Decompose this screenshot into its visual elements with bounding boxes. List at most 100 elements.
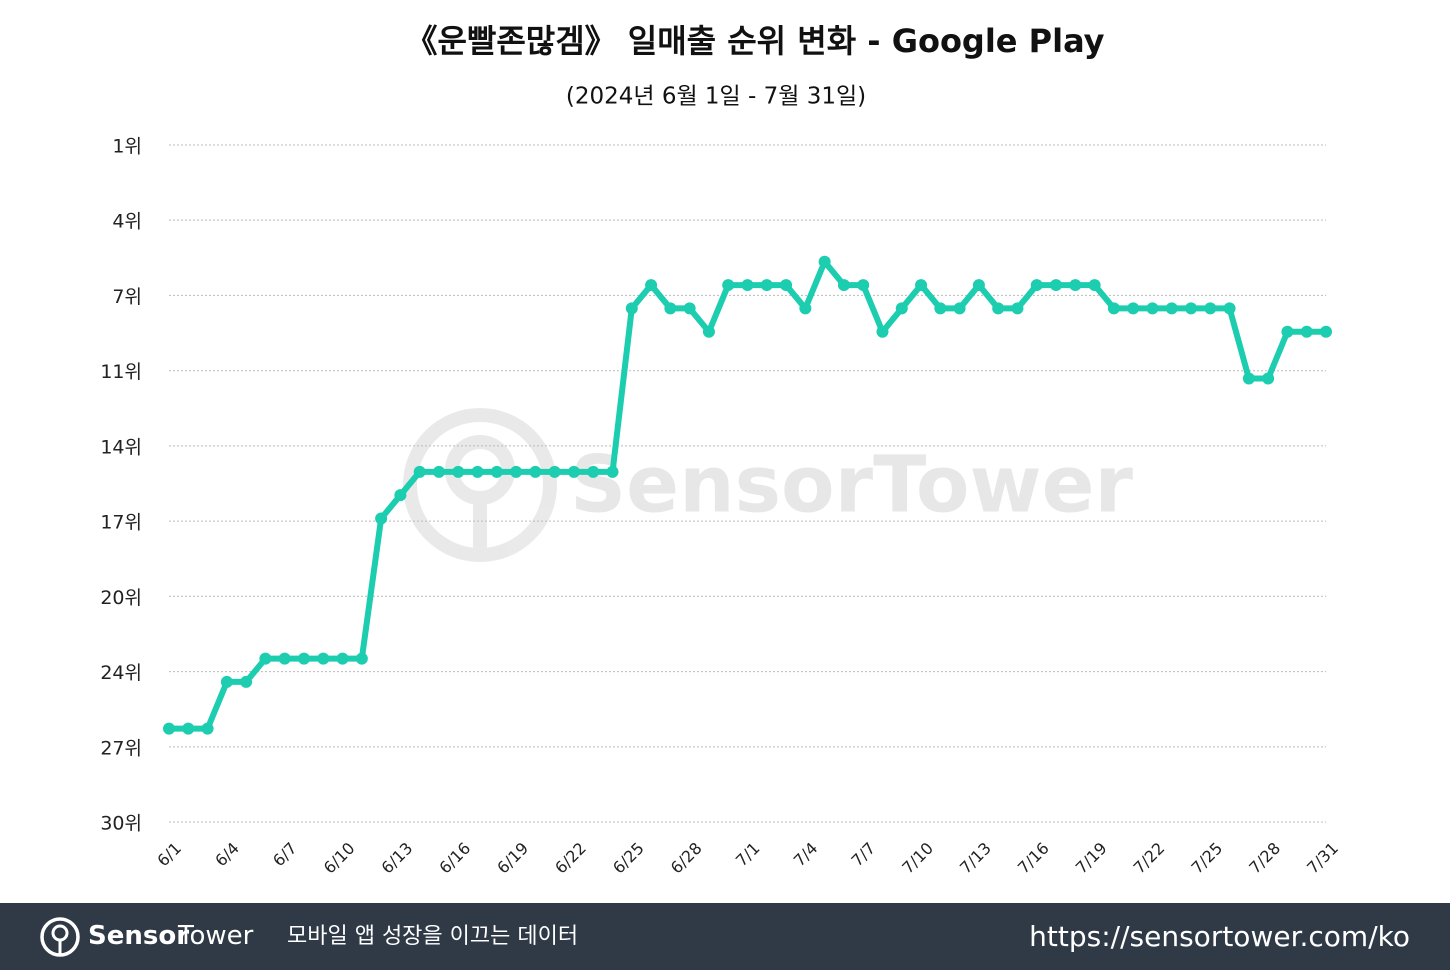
x-tick-label: 7/22 bbox=[1130, 839, 1169, 878]
chart-title: 《운빨존많겜》 일매출 순위 변화 - Google Play bbox=[405, 22, 1104, 60]
data-point bbox=[664, 302, 677, 315]
data-point bbox=[587, 465, 600, 478]
data-point bbox=[934, 302, 947, 315]
data-point bbox=[567, 465, 580, 478]
data-point bbox=[1204, 302, 1217, 315]
data-point bbox=[317, 652, 330, 665]
data-point bbox=[645, 279, 658, 292]
data-point bbox=[548, 465, 561, 478]
data-point bbox=[1262, 372, 1275, 385]
x-tick-label: 6/22 bbox=[551, 839, 590, 878]
y-tick-label: 27위 bbox=[100, 737, 142, 759]
data-point bbox=[432, 465, 445, 478]
data-point bbox=[1242, 372, 1255, 385]
data-point bbox=[1300, 325, 1313, 338]
x-tick-label: 7/1 bbox=[732, 839, 764, 871]
x-tick-label: 7/31 bbox=[1303, 839, 1342, 878]
data-point bbox=[837, 279, 850, 292]
data-point bbox=[972, 279, 985, 292]
footer-logo bbox=[40, 917, 80, 957]
data-point bbox=[375, 512, 388, 525]
data-point bbox=[529, 465, 542, 478]
data-point bbox=[683, 302, 696, 315]
data-point bbox=[1127, 302, 1140, 315]
y-tick-label: 17위 bbox=[100, 512, 142, 534]
footer: Sensor Tower 모바일 앱 성장을 이끄는 데이터 https://s… bbox=[0, 903, 1450, 970]
data-point bbox=[394, 489, 407, 502]
data-point bbox=[1223, 302, 1236, 315]
data-point bbox=[297, 652, 310, 665]
data-point bbox=[818, 255, 831, 268]
x-tick-label: 6/25 bbox=[609, 839, 648, 878]
y-tick-label: 1위 bbox=[112, 136, 142, 158]
footer-url[interactable]: https://sensortower.com/ko bbox=[1029, 920, 1410, 953]
x-tick-label: 7/7 bbox=[848, 839, 880, 871]
data-point bbox=[201, 722, 214, 735]
data-point bbox=[220, 675, 233, 688]
data-point bbox=[1320, 325, 1332, 338]
data-point bbox=[355, 652, 368, 665]
data-point bbox=[760, 279, 773, 292]
x-tick-label: 6/13 bbox=[378, 839, 417, 878]
data-point bbox=[895, 302, 908, 315]
data-point bbox=[336, 652, 349, 665]
data-point bbox=[278, 652, 291, 665]
data-point bbox=[1069, 279, 1082, 292]
data-point bbox=[1050, 279, 1063, 292]
data-point bbox=[490, 465, 503, 478]
x-tick-label: 7/4 bbox=[790, 839, 822, 871]
data-point bbox=[259, 652, 272, 665]
data-point bbox=[1185, 302, 1198, 315]
data-point bbox=[1107, 302, 1120, 315]
data-point bbox=[722, 279, 735, 292]
x-tick-label: 6/28 bbox=[667, 839, 706, 878]
x-tick-label: 7/28 bbox=[1245, 839, 1284, 878]
data-point bbox=[606, 465, 619, 478]
y-tick-label: 4위 bbox=[112, 211, 142, 233]
y-tick-label: 11위 bbox=[100, 361, 142, 383]
y-tick-label: 7위 bbox=[112, 286, 142, 308]
x-tick-label: 7/25 bbox=[1187, 839, 1226, 878]
x-tick-label: 6/16 bbox=[435, 839, 474, 878]
x-tick-label: 6/4 bbox=[211, 839, 243, 871]
x-tick-label: 7/10 bbox=[898, 839, 937, 878]
x-tick-label: 7/16 bbox=[1014, 839, 1053, 878]
chart-subtitle: (2024년 6월 1일 - 7월 31일) bbox=[566, 84, 866, 110]
watermark: SensorTower bbox=[570, 440, 1133, 530]
data-point bbox=[780, 279, 793, 292]
data-point bbox=[1281, 325, 1294, 338]
data-point bbox=[953, 302, 966, 315]
data-point bbox=[799, 302, 812, 315]
x-tick-label: 7/19 bbox=[1072, 839, 1111, 878]
data-point bbox=[471, 465, 484, 478]
data-point bbox=[413, 465, 426, 478]
data-point bbox=[240, 675, 253, 688]
data-point bbox=[452, 465, 465, 478]
data-point bbox=[1011, 302, 1024, 315]
data-point bbox=[163, 722, 175, 735]
brand-bold: Sensor bbox=[88, 921, 190, 951]
x-tick-label: 6/10 bbox=[320, 839, 359, 878]
data-point bbox=[992, 302, 1005, 315]
data-point bbox=[1030, 279, 1043, 292]
y-tick-label: 30위 bbox=[100, 813, 142, 835]
chart: SensorTower 《운빨존많겜》 일매출 순위 변화 - Google P… bbox=[100, 22, 1342, 878]
data-point bbox=[876, 325, 889, 338]
data-point bbox=[1165, 302, 1178, 315]
data-point bbox=[857, 279, 870, 292]
x-tick-label: 6/1 bbox=[153, 839, 185, 871]
data-point bbox=[741, 279, 754, 292]
x-tick-label: 6/7 bbox=[269, 839, 301, 871]
y-tick-label: 14위 bbox=[100, 436, 142, 458]
data-point bbox=[182, 722, 195, 735]
brand-light: Tower bbox=[178, 921, 254, 951]
x-tick-label: 6/19 bbox=[493, 839, 532, 878]
data-point bbox=[702, 325, 715, 338]
data-point bbox=[625, 302, 638, 315]
data-point bbox=[915, 279, 928, 292]
data-point bbox=[1088, 279, 1101, 292]
watermark-logo bbox=[403, 408, 557, 562]
y-tick-label: 24위 bbox=[100, 662, 142, 684]
tagline: 모바일 앱 성장을 이끄는 데이터 bbox=[287, 924, 579, 949]
